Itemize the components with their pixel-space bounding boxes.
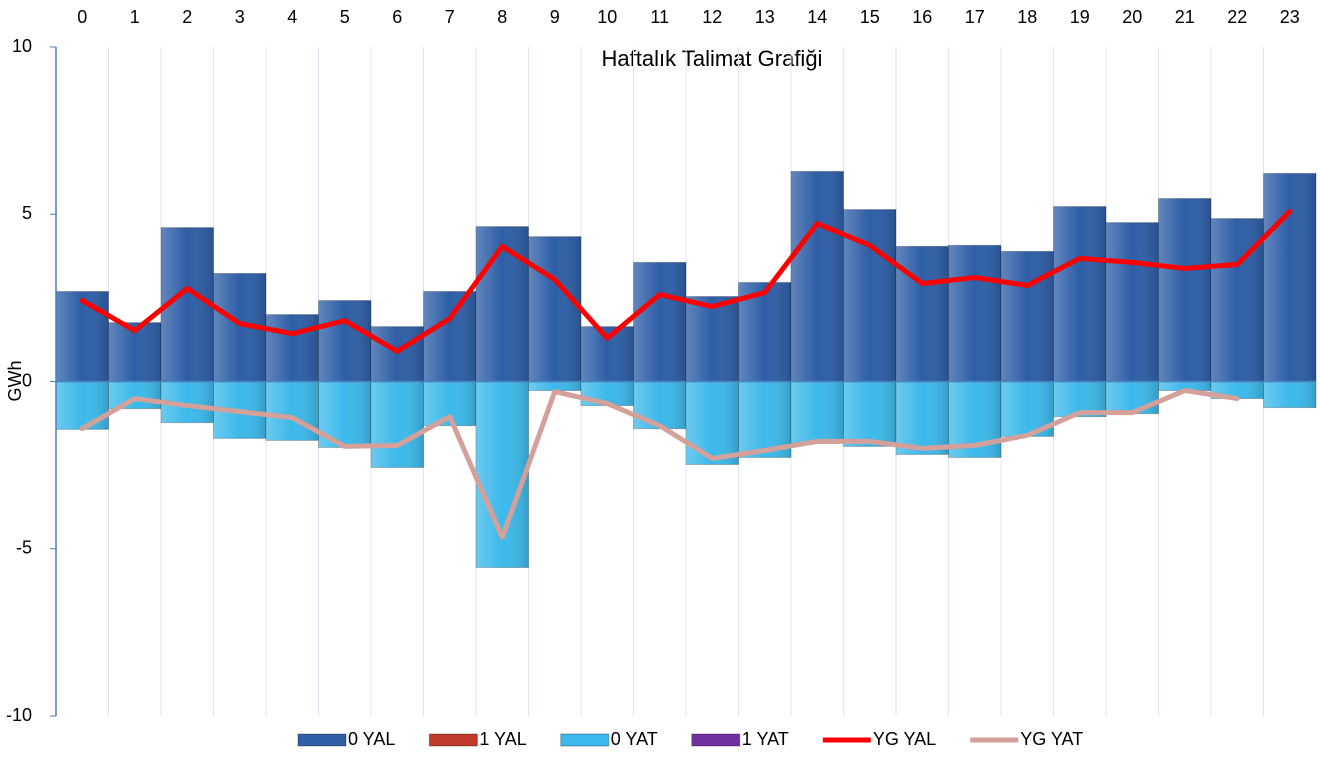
- bar-shade: [371, 326, 424, 382]
- legend-label: 0 YAL: [348, 729, 395, 749]
- x-tick-label: 7: [445, 7, 455, 27]
- bar-shade: [1001, 251, 1054, 382]
- x-tick-label: 15: [860, 7, 880, 27]
- bar-shade: [423, 291, 476, 382]
- x-tick-label: 8: [497, 7, 507, 27]
- x-tick-label: 0: [77, 7, 87, 27]
- x-tick-label: 3: [235, 7, 245, 27]
- bar-shade: [371, 381, 424, 468]
- bar-shade: [528, 381, 581, 391]
- x-tick-label: 21: [1175, 7, 1195, 27]
- x-tick-label: 6: [392, 7, 402, 27]
- line: [79, 388, 1240, 540]
- bar-shade: [528, 236, 581, 382]
- x-tick-label: 19: [1070, 7, 1090, 27]
- legend-label: 1 YAT: [742, 729, 789, 749]
- bar-shade: [896, 381, 949, 455]
- legend-swatch: [297, 733, 347, 747]
- x-tick-label: 12: [702, 7, 722, 27]
- x-tick-label: 1: [130, 7, 140, 27]
- x-tick-label: 13: [755, 7, 775, 27]
- x-tick-label: 16: [912, 7, 932, 27]
- line: [79, 209, 1293, 354]
- legend-label: 1 YAL: [479, 729, 526, 749]
- bar-shade: [633, 262, 686, 382]
- legend-label: 0 YAT: [611, 729, 658, 749]
- bar-shade: [1106, 381, 1159, 414]
- legend-swatch: [691, 733, 741, 747]
- bar-shade: [56, 291, 109, 382]
- x-tick-label: 17: [965, 7, 985, 27]
- bar-shade: [1158, 381, 1211, 391]
- x-tick-label: 11: [650, 7, 669, 27]
- bar-shade: [843, 381, 896, 447]
- x-tick-label: 10: [597, 7, 617, 27]
- bar-shade: [686, 381, 739, 465]
- bar-shade: [948, 245, 1001, 382]
- legend-label: YG YAT: [1020, 729, 1083, 749]
- bar-shade: [896, 246, 949, 382]
- bar-shade: [318, 300, 371, 382]
- x-tick-label: 5: [340, 7, 350, 27]
- bar-shade: [108, 381, 161, 409]
- bar-shade: [686, 296, 739, 382]
- y-tick-label: 0: [22, 370, 32, 390]
- y-tick-label: -5: [16, 538, 32, 558]
- x-tick-label: 18: [1017, 7, 1037, 27]
- bar-shade: [266, 314, 319, 382]
- legend-label: YG YAL: [873, 729, 936, 749]
- y-tick-label: 10: [12, 36, 32, 56]
- x-tick-label: 14: [807, 7, 827, 27]
- bar-shade: [633, 381, 686, 429]
- x-tick-label: 4: [287, 7, 297, 27]
- bar-shade: [1263, 381, 1316, 408]
- legend-swatch: [428, 733, 478, 747]
- bar-shade: [791, 381, 844, 444]
- bar-shade: [738, 381, 791, 458]
- chart-title: Haftalık Talimat Grafiği: [602, 46, 823, 71]
- y-tick-label: -10: [6, 705, 32, 725]
- bar-shade: [1106, 222, 1159, 382]
- x-tick-label: 9: [550, 7, 560, 27]
- x-tick-label: 20: [1122, 7, 1142, 27]
- x-tick-label: 2: [182, 7, 192, 27]
- bar-shade: [791, 171, 844, 382]
- legend-swatch: [560, 733, 610, 747]
- bar-shade: [266, 381, 319, 441]
- y-axis-label: GWh: [5, 360, 25, 401]
- bar-shade: [1053, 206, 1106, 382]
- bar-shade: [1158, 198, 1211, 382]
- bar-shade: [56, 381, 109, 430]
- y-tick-label: 5: [22, 203, 32, 223]
- x-tick-label: 23: [1280, 7, 1300, 27]
- bar-shade: [476, 226, 529, 382]
- bar-shade: [1263, 173, 1316, 382]
- x-tick-label: 22: [1227, 7, 1247, 27]
